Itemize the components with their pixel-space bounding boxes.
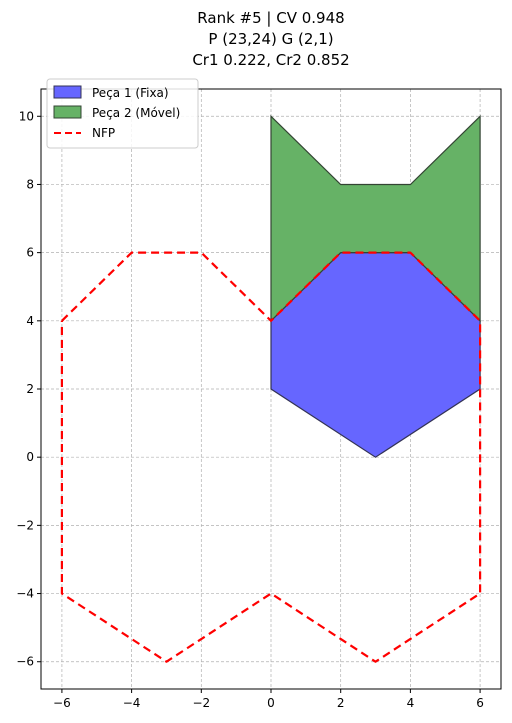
chart-title: Rank #5 | CV 0.948 P (23,24) G (2,1) Cr1… [192,9,349,69]
x-tick-label: −2 [192,696,210,710]
y-tick-label: 6 [26,246,34,260]
y-tick-label: 2 [26,382,34,396]
y-axis: −6 −4 −2 0 2 4 6 8 10 [16,109,41,669]
x-tick-label: −4 [123,696,141,710]
legend-frame [46,78,199,149]
title-line-1: Rank #5 | CV 0.948 [197,9,344,27]
plot-series [60,114,482,663]
y-tick-label: 4 [26,314,34,328]
x-tick-label: 6 [476,696,484,710]
y-tick-label: −2 [16,518,34,532]
legend-swatch-piece-1 [53,85,82,99]
x-tick-label: −6 [53,696,71,710]
y-tick-label: −4 [16,587,34,601]
y-tick-label: −6 [16,655,34,669]
y-tick-label: 10 [19,109,34,123]
legend-label-nfp: NFP [92,126,115,140]
title-line-3: Cr1 0.222, Cr2 0.852 [192,51,349,69]
title-line-2: P (23,24) G (2,1) [208,30,333,48]
x-axis: −6 −4 −2 0 2 4 6 [53,689,484,710]
legend: Peça 1 (Fixa) Peça 2 (Móvel) NFP [46,78,199,149]
x-tick-label: 2 [337,696,345,710]
series-polygon-2 [270,114,481,323]
y-tick-label: 8 [26,177,34,191]
legend-swatch-piece-2 [53,105,82,119]
y-tick-label: 0 [26,450,34,464]
legend-label-piece-2: Peça 2 (Móvel) [92,106,180,120]
x-tick-label: 4 [407,696,415,710]
x-tick-label: 0 [267,696,275,710]
legend-label-piece-1: Peça 1 (Fixa) [92,86,169,100]
series-line-nfp [60,251,482,663]
